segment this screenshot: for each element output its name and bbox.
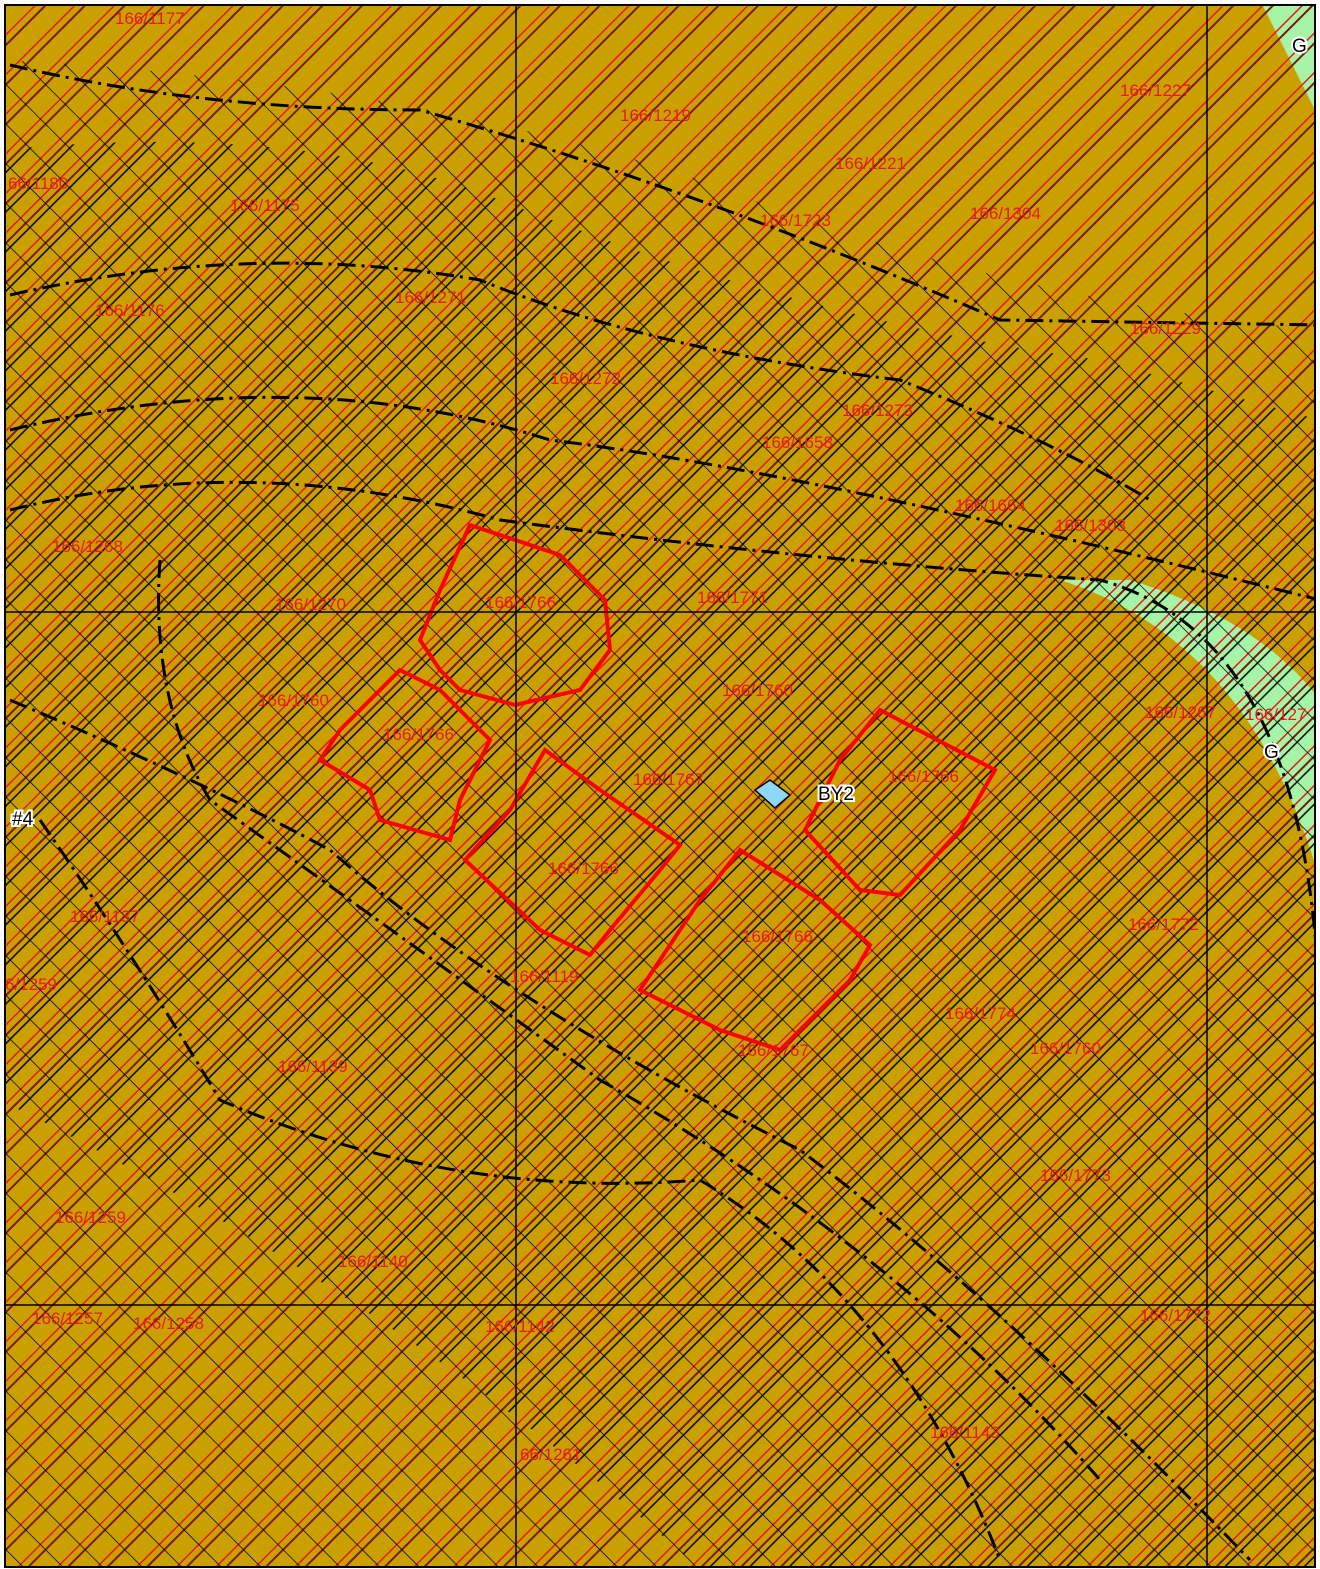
feature-label: BY2 [818, 784, 854, 805]
parcel-label: 166/1143 [930, 1423, 1000, 1442]
parcel-label: 166/1664 [955, 496, 1026, 515]
parcel-label: 166/1273 [842, 401, 913, 420]
parcel-label: 166/1658 [762, 433, 833, 452]
parcel-label: 166/1760 [1030, 1039, 1101, 1058]
parcel-label: 166/1137 [70, 907, 140, 926]
feature-label: G [1292, 36, 1307, 57]
parcel-label: 166/1175 [230, 196, 300, 215]
parcel-label: 166/1772 [1128, 915, 1199, 934]
parcel-label: 166/1271 [395, 288, 466, 307]
parcel-label: 166/1760 [258, 691, 329, 710]
parcel-label: 166/1766 [548, 859, 619, 878]
parcel-label: 166/1177 [115, 9, 185, 28]
parcel-label: 166/1270 [275, 595, 346, 614]
black-hatch [5, 141, 1315, 1567]
parcel-label: 66/1261 [520, 1445, 581, 1464]
parcel-label: 166/1219 [620, 106, 691, 125]
by2-feature [753, 779, 792, 810]
parcel-label: 166/1723 [760, 211, 831, 230]
parcel-label: 166/1142 [485, 1317, 555, 1336]
parcel-label: 166/1766 [383, 725, 454, 744]
parcel-label: 166/1258 [133, 1314, 204, 1333]
parcel-label: 166/1268 [52, 537, 123, 556]
labels: 166/1177 166/1219 166/1227 66/1180 166/1175 1… [5, 9, 1309, 1464]
parcel-label: 166/1766 [888, 767, 959, 786]
parcel-label: 166/1140 [338, 1252, 408, 1271]
parcel-label: 166/127 [1245, 705, 1306, 724]
parcel-label: 166/1259 [55, 1208, 126, 1227]
parcel-label: 166/1267 [1145, 703, 1216, 722]
parcel-label: 166/1272 [550, 369, 621, 388]
frame [4, 4, 1316, 1568]
parcel-label: 166/1767 [738, 1041, 809, 1060]
parcel-label: 166/1229 [1130, 319, 1201, 338]
parcel-label: 166/1176 [95, 301, 165, 320]
parcel-label: 166/1257 [32, 1309, 103, 1328]
parcel-label: 166/1774 [945, 1004, 1016, 1023]
parcel-label: 166/1766 [485, 593, 556, 612]
feature-label: #4 [12, 809, 34, 830]
parcel-outlines [317, 522, 998, 1053]
parcel-label: 166/1772 [1140, 1306, 1211, 1325]
parcel-label: 166/1767 [633, 770, 704, 789]
parcel-label: 166/1766 [742, 927, 813, 946]
parcel-label: 166/1221 [835, 154, 906, 173]
parcel-label: 166/1119 [510, 967, 578, 986]
parcel-label: 166/1760 [722, 681, 793, 700]
parcel-label: 166/1304 [970, 204, 1041, 223]
parcel-label: 166/1771 [697, 588, 768, 607]
boundaries [9, 63, 1315, 1562]
parcel-label: 166/1227 [1120, 81, 1191, 100]
parcel-label: 166/1139 [278, 1057, 348, 1076]
parcel-label: 66/1180 [8, 174, 68, 193]
parcel-label: 166/1303 [1055, 516, 1126, 535]
feature-label: G [1264, 742, 1279, 763]
parcel-label: 166/1773 [1040, 1166, 1111, 1185]
parcel-label: 6/1259 [5, 975, 57, 994]
